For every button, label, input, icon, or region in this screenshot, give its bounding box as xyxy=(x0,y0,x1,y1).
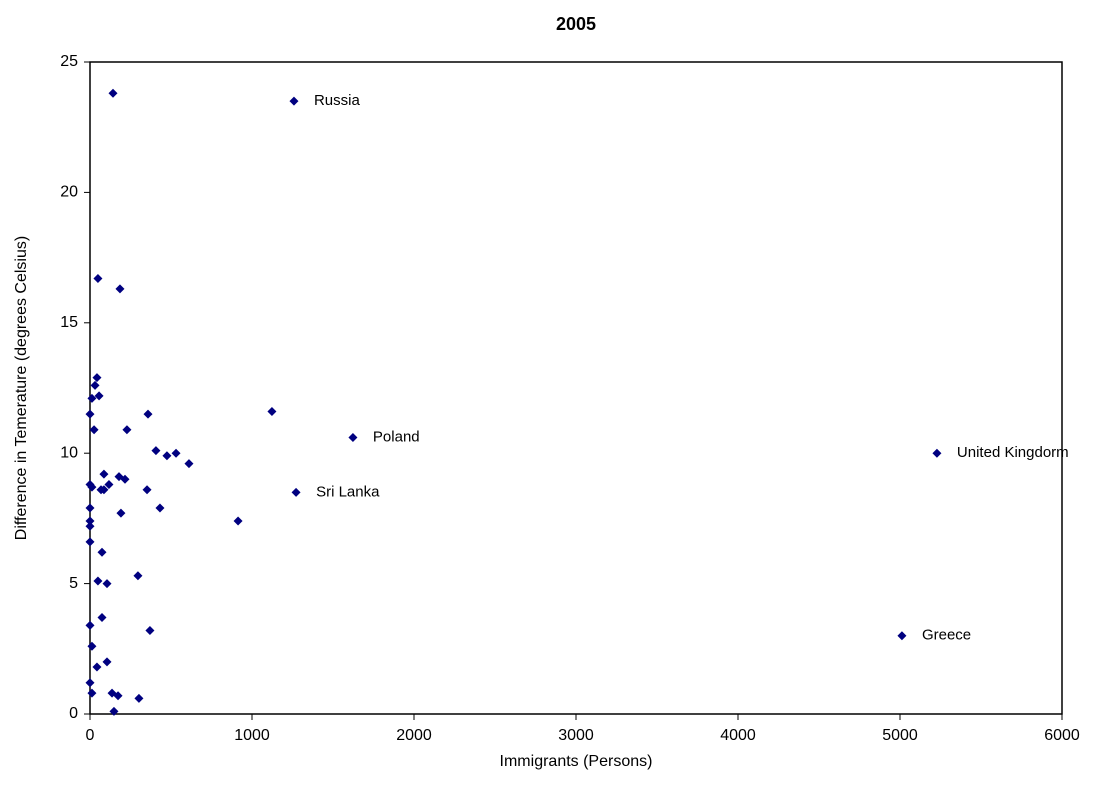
point xyxy=(348,433,358,443)
point xyxy=(267,406,277,416)
point xyxy=(120,474,130,484)
point xyxy=(92,373,102,383)
point xyxy=(104,479,114,489)
point xyxy=(87,688,97,698)
y-tick-label: 25 xyxy=(60,53,78,70)
point-label: Poland xyxy=(373,429,420,446)
point xyxy=(233,516,243,526)
point xyxy=(97,613,107,623)
y-tick-label: 20 xyxy=(60,184,78,201)
point xyxy=(85,537,95,547)
y-tick-label: 5 xyxy=(69,575,78,592)
x-tick-label: 2000 xyxy=(396,727,432,744)
point xyxy=(171,448,181,458)
point xyxy=(85,521,95,531)
point xyxy=(93,273,103,283)
y-tick-label: 15 xyxy=(60,314,78,331)
point xyxy=(133,571,143,581)
point xyxy=(85,678,95,688)
point xyxy=(89,425,99,435)
point xyxy=(97,547,107,557)
point-label: Greece xyxy=(922,627,971,644)
point xyxy=(115,284,125,294)
y-tick-label: 0 xyxy=(69,705,78,722)
x-tick-label: 3000 xyxy=(558,727,594,744)
point xyxy=(932,448,942,458)
point xyxy=(162,451,172,461)
point xyxy=(87,393,97,403)
x-axis-label: Immigrants (Persons) xyxy=(500,753,653,770)
x-tick-label: 0 xyxy=(86,727,95,744)
point xyxy=(155,503,165,513)
x-tick-label: 6000 xyxy=(1044,727,1080,744)
chart-title: 2005 xyxy=(556,14,596,34)
point-label: Sri Lanka xyxy=(316,483,380,500)
point xyxy=(122,425,132,435)
point xyxy=(134,693,144,703)
point xyxy=(87,482,97,492)
point-label: Russia xyxy=(314,92,361,109)
point xyxy=(151,446,161,456)
point xyxy=(289,96,299,106)
x-tick-label: 1000 xyxy=(234,727,270,744)
point xyxy=(102,579,112,589)
point-label: United Kingdorm xyxy=(957,444,1069,461)
x-tick-label: 4000 xyxy=(720,727,756,744)
plot-area xyxy=(89,61,1063,715)
point xyxy=(85,516,95,526)
point xyxy=(99,485,109,495)
point xyxy=(94,391,104,401)
point xyxy=(897,631,907,641)
point xyxy=(109,706,119,716)
point xyxy=(85,620,95,630)
x-tick-label: 5000 xyxy=(882,727,918,744)
point xyxy=(99,469,109,479)
point xyxy=(116,508,126,518)
point xyxy=(87,641,97,651)
point xyxy=(184,459,194,469)
point xyxy=(113,691,123,701)
point xyxy=(90,380,100,390)
point xyxy=(102,657,112,667)
y-axis-label: Difference in Temerature (degrees Celsiu… xyxy=(13,236,30,540)
point xyxy=(92,662,102,672)
point xyxy=(142,485,152,495)
point xyxy=(85,503,95,513)
y-tick-label: 10 xyxy=(60,444,78,461)
point xyxy=(108,88,118,98)
point xyxy=(85,409,95,419)
point xyxy=(93,576,103,586)
point xyxy=(291,487,301,497)
point xyxy=(145,626,155,636)
point xyxy=(143,409,153,419)
